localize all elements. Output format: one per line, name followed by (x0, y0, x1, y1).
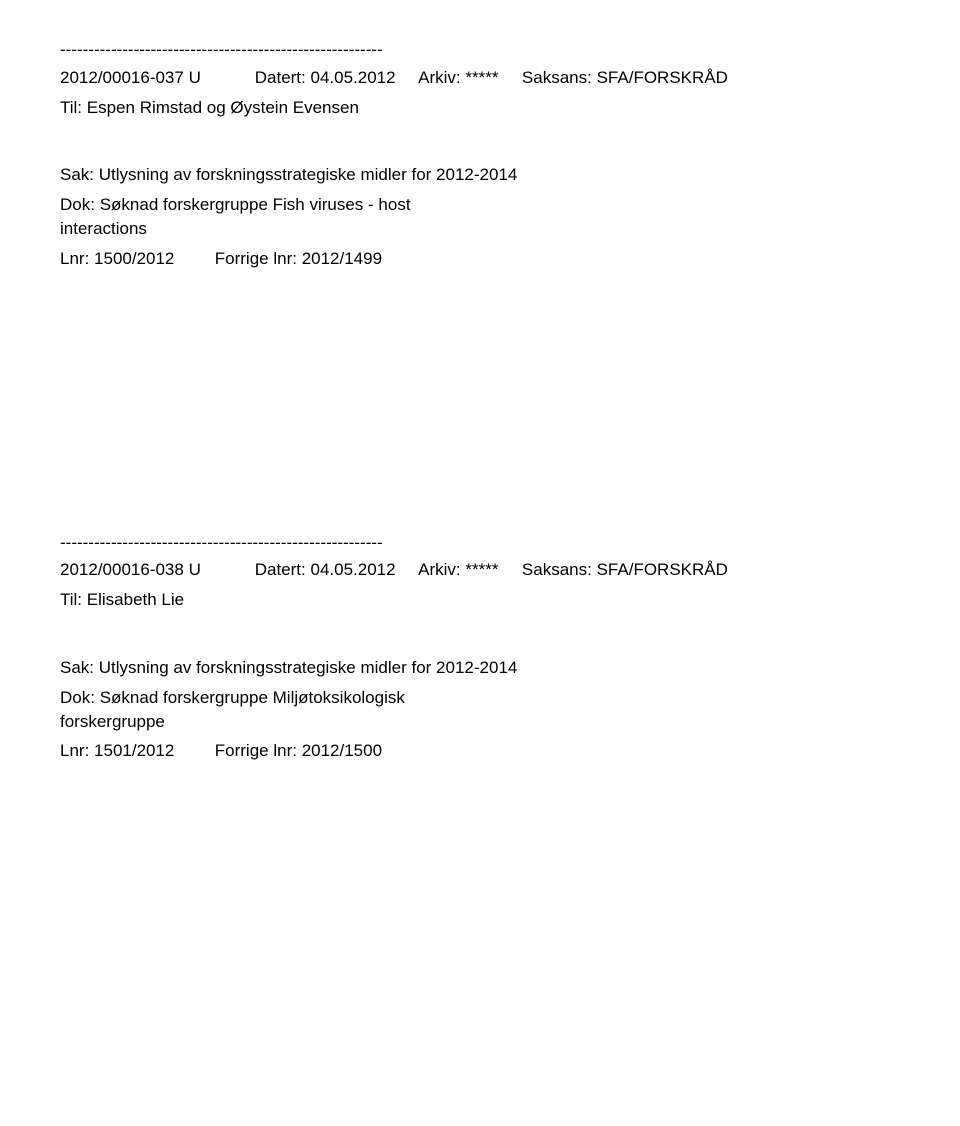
to-line: Til: Elisabeth Lie (60, 588, 900, 612)
to-line: Til: Espen Rimstad og Øystein Evensen (60, 96, 900, 120)
separator-line: ----------------------------------------… (60, 531, 900, 555)
forrige-value: 2012/1500 (302, 741, 382, 760)
dok-label: Dok: (60, 688, 95, 707)
dok-line-1: Dok: Søknad forskergruppe Miljøtoksikolo… (60, 686, 900, 710)
sak-label: Sak: (60, 165, 94, 184)
saksans-value: SFA/FORSKRÅD (597, 68, 728, 87)
sak-value: Utlysning av forskningsstrategiske midle… (99, 658, 518, 677)
record-entry: ----------------------------------------… (60, 531, 900, 764)
dated-value: 04.05.2012 (311, 68, 396, 87)
forrige-label: Forrige lnr: (215, 741, 297, 760)
forrige-value: 2012/1499 (302, 249, 382, 268)
dok-value-1: Søknad forskergruppe Miljøtoksikologisk (100, 688, 405, 707)
saksans-label: Saksans: (522, 68, 592, 87)
dok-line-1: Dok: Søknad forskergruppe Fish viruses -… (60, 193, 900, 217)
to-label: Til: (60, 590, 82, 609)
dok-label: Dok: (60, 195, 95, 214)
document-page: ----------------------------------------… (0, 0, 960, 1126)
arkiv-label: Arkiv: (418, 68, 461, 87)
dated-value: 04.05.2012 (311, 560, 396, 579)
lnr-line: Lnr: 1501/2012 Forrige lnr: 2012/1500 (60, 739, 900, 763)
sak-line: Sak: Utlysning av forskningsstrategiske … (60, 163, 900, 187)
arkiv-label: Arkiv: (418, 560, 461, 579)
to-value: Espen Rimstad og Øystein Evensen (87, 98, 359, 117)
dated-label: Datert: (255, 560, 306, 579)
lnr-line: Lnr: 1500/2012 Forrige lnr: 2012/1499 (60, 247, 900, 271)
sak-label: Sak: (60, 658, 94, 677)
case-header-line: 2012/00016-038 U Datert: 04.05.2012 Arki… (60, 558, 900, 582)
dated-label: Datert: (255, 68, 306, 87)
lnr-value: 1500/2012 (94, 247, 210, 271)
to-value: Elisabeth Lie (87, 590, 184, 609)
arkiv-value: ***** (465, 560, 498, 579)
dok-value-1: Søknad forskergruppe Fish viruses - host (100, 195, 411, 214)
case-id: 2012/00016-037 U (60, 66, 250, 90)
lnr-value: 1501/2012 (94, 739, 210, 763)
sak-value: Utlysning av forskningsstrategiske midle… (99, 165, 518, 184)
arkiv-value: ***** (465, 68, 498, 87)
dok-line-2: interactions (60, 217, 900, 241)
dok-value-2: forskergruppe (60, 712, 165, 731)
sak-line: Sak: Utlysning av forskningsstrategiske … (60, 656, 900, 680)
vertical-gap (60, 271, 900, 531)
lnr-label: Lnr: (60, 741, 89, 760)
dok-line-2: forskergruppe (60, 710, 900, 734)
forrige-label: Forrige lnr: (215, 249, 297, 268)
case-id: 2012/00016-038 U (60, 558, 250, 582)
dok-value-2: interactions (60, 219, 147, 238)
record-entry: ----------------------------------------… (60, 38, 900, 271)
to-label: Til: (60, 98, 82, 117)
separator-line: ----------------------------------------… (60, 38, 900, 62)
case-header-line: 2012/00016-037 U Datert: 04.05.2012 Arki… (60, 66, 900, 90)
saksans-label: Saksans: (522, 560, 592, 579)
lnr-label: Lnr: (60, 249, 89, 268)
saksans-value: SFA/FORSKRÅD (597, 560, 728, 579)
